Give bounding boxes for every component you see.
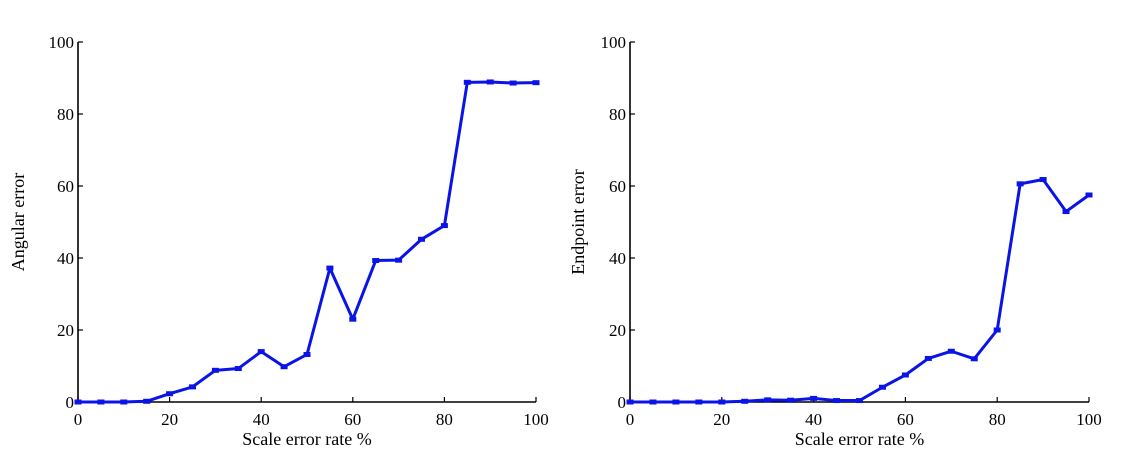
x-tick-label: 20 xyxy=(713,410,730,429)
x-tick-label: 80 xyxy=(989,410,1006,429)
data-point xyxy=(878,384,886,390)
right-chart-panel: 0 20 40 60 80 100 0 20 40 60 80 100 Scale error rate… xyxy=(568,33,1102,449)
data-point xyxy=(532,80,540,86)
y-tick-label: 0 xyxy=(618,393,627,412)
y-axis-label: Angular error xyxy=(8,173,28,271)
y-tick-label: 20 xyxy=(609,321,626,340)
data-point xyxy=(1016,181,1024,187)
data-point xyxy=(509,80,517,86)
data-point xyxy=(718,399,726,405)
x-tick-label: 40 xyxy=(253,410,270,429)
data-point xyxy=(143,398,151,404)
data-point xyxy=(166,391,174,397)
y-tick-label: 40 xyxy=(57,249,74,268)
data-point xyxy=(993,327,1001,333)
y-tick-label: 0 xyxy=(66,393,75,412)
data-point xyxy=(463,79,471,85)
data-point xyxy=(1085,192,1093,198)
y-tick-label: 60 xyxy=(609,177,626,196)
data-point xyxy=(833,398,841,404)
data-point xyxy=(440,223,448,229)
y-tick-label: 80 xyxy=(57,105,74,124)
data-point xyxy=(395,257,403,263)
data-point xyxy=(97,399,105,405)
data-point xyxy=(924,355,932,361)
x-tick-label: 60 xyxy=(344,410,361,429)
data-point xyxy=(970,356,978,362)
series-line xyxy=(628,178,1091,404)
y-tick-label: 100 xyxy=(601,33,627,52)
data-point xyxy=(349,316,357,322)
x-tick-label: 0 xyxy=(626,410,635,429)
x-tick-label: 60 xyxy=(897,410,914,429)
y-tick-label: 60 xyxy=(57,177,74,196)
y-tick-label: 40 xyxy=(609,249,626,268)
x-tick-label: 20 xyxy=(161,410,178,429)
left-chart-panel: 0 20 40 60 80 100 0 20 40 60 80 100 Scale error rate… xyxy=(8,33,549,449)
y-tick-label: 80 xyxy=(609,105,626,124)
data-point xyxy=(211,367,219,373)
data-point xyxy=(257,349,265,355)
data-point xyxy=(741,398,749,404)
x-tick-label: 100 xyxy=(523,410,549,429)
x-tick-label: 80 xyxy=(436,410,453,429)
data-point xyxy=(74,399,82,405)
data-point xyxy=(947,348,955,354)
data-point xyxy=(1039,177,1047,183)
data-point xyxy=(649,399,657,405)
data-point xyxy=(418,236,425,242)
x-tick-label: 0 xyxy=(74,410,83,429)
data-point xyxy=(303,351,311,357)
x-tick-label: 100 xyxy=(1076,410,1102,429)
data-point xyxy=(626,399,634,405)
data-point xyxy=(372,258,380,264)
data-point xyxy=(326,265,334,271)
data-point xyxy=(856,398,863,404)
data-point xyxy=(486,79,494,85)
data-point xyxy=(787,397,795,403)
y-tick-label: 20 xyxy=(57,321,74,340)
data-point xyxy=(764,397,772,403)
data-point xyxy=(901,372,909,378)
data-point xyxy=(234,366,242,372)
data-point xyxy=(695,399,703,405)
x-tick-label: 40 xyxy=(805,410,822,429)
data-point xyxy=(672,399,680,405)
y-tick-label: 100 xyxy=(49,33,75,52)
data-point xyxy=(189,384,196,390)
data-point xyxy=(120,399,128,405)
y-axis-label: Endpoint error xyxy=(568,169,588,274)
data-point xyxy=(810,395,818,401)
data-point xyxy=(280,364,288,370)
x-axis-label: Scale error rate % xyxy=(795,429,924,449)
data-point xyxy=(1062,209,1070,215)
x-axis-label: Scale error rate % xyxy=(242,429,371,449)
